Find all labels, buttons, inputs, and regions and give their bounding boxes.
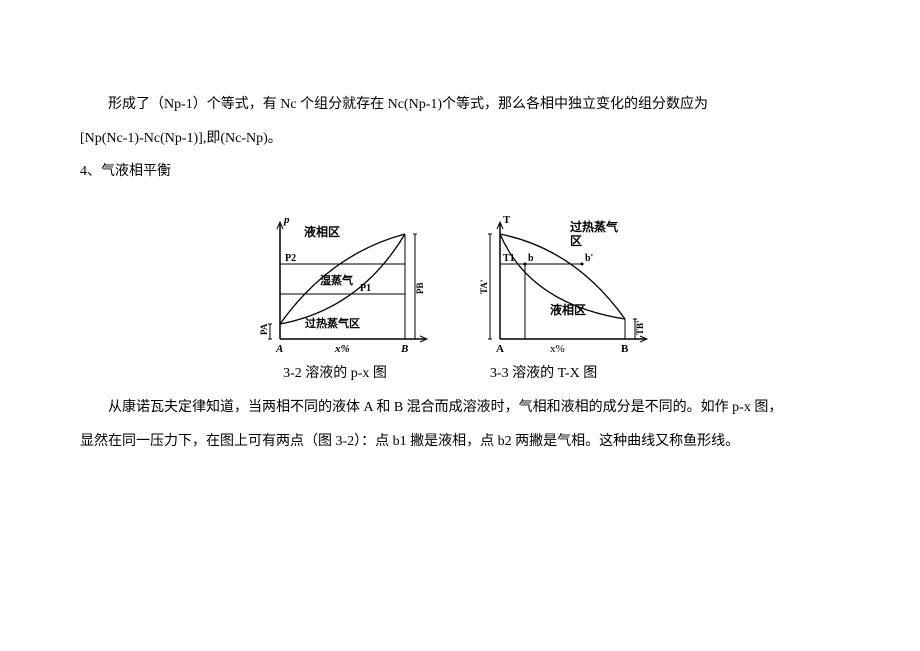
label-b: b	[528, 253, 534, 264]
axis-x: x%	[550, 343, 565, 355]
label-liquid: 液相区	[304, 224, 340, 239]
label-superheat: 过热蒸气区	[305, 316, 360, 330]
paragraph-5: 显然在同一压力下，在图上可有两点（图 3-2）：点 b1 撇是液相，点 b2 两…	[80, 425, 840, 459]
px-diagram-svg: 液相区 湿蒸气 过热蒸气区 P2 P1 p x% A B PA PB	[250, 209, 450, 359]
label-vapor: 湿蒸气	[320, 273, 353, 287]
axis-p: p	[283, 214, 290, 226]
paragraph-1: 形成了（Np-1）个等式，有 Nc 个组分就存在 Nc(Np-1)个等式，那么各…	[80, 88, 840, 122]
figure-captions: 3-2 溶液的 p-x 图 3-3 溶液的 T-X 图	[80, 363, 840, 385]
label-tb: TB'	[635, 320, 645, 335]
page-content: 形成了（Np-1）个等式，有 Nc 个组分就存在 Nc(Np-1)个等式，那么各…	[0, 0, 920, 458]
label-superheat: 过热蒸气	[570, 219, 618, 234]
label-A: A	[496, 343, 504, 355]
tx-diagram-svg: 过热蒸气 区 液相区 T1 b b' TA' TB' T x% A B	[470, 209, 670, 359]
paragraph-2: [Np(Nc-1)-Nc(Np-1)],即(Nc-Np)。	[80, 122, 840, 156]
paragraph-3: 4、气液相平衡	[80, 155, 840, 189]
figure-row: 液相区 湿蒸气 过热蒸气区 P2 P1 p x% A B PA PB	[80, 209, 840, 359]
paragraph-4: 从康诺瓦夫定律知道，当两相不同的液体 A 和 B 混合而成溶液时，气相和液相的成…	[80, 391, 840, 425]
label-ta: TA'	[479, 279, 489, 293]
label-B: B	[621, 343, 629, 355]
axis-x: x%	[334, 343, 350, 355]
label-pa: PA	[259, 323, 269, 335]
label-t1: T1	[503, 253, 515, 264]
figure-px: 液相区 湿蒸气 过热蒸气区 P2 P1 p x% A B PA PB	[250, 209, 450, 359]
label-p2: P2	[285, 253, 296, 264]
caption-2: 3-3 溶液的 T-X 图	[490, 363, 680, 385]
label-bprime: b'	[585, 253, 594, 264]
caption-1: 3-2 溶液的 p-x 图	[240, 363, 430, 385]
label-A: A	[275, 343, 283, 355]
label-pb: PB	[415, 282, 425, 294]
figure-tx: 过热蒸气 区 液相区 T1 b b' TA' TB' T x% A B	[470, 209, 670, 359]
axis-t: T	[503, 214, 511, 226]
label-superheat2: 区	[570, 234, 582, 248]
label-B: B	[400, 343, 408, 355]
label-p1: P1	[360, 283, 371, 294]
label-liquid: 液相区	[550, 302, 586, 317]
